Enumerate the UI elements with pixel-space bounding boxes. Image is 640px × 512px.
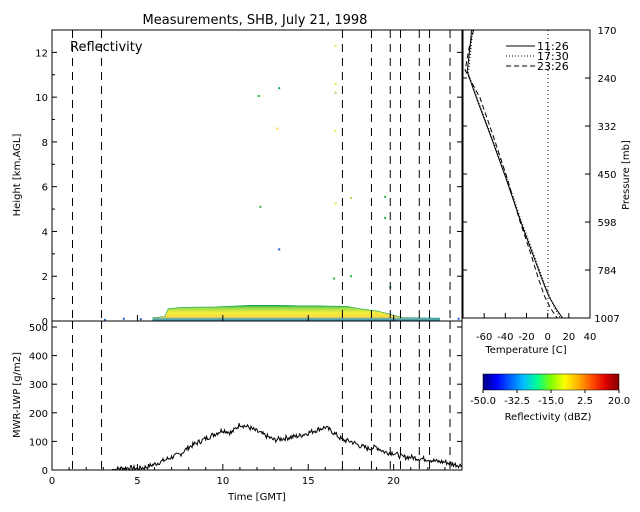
lwp-y-tick-label: 100: [29, 437, 48, 448]
pressure-tick-label: 240: [597, 74, 616, 85]
colorbar-tick-label: -50.0: [470, 396, 496, 407]
reflectivity-speckle: [350, 196, 352, 199]
reflectivity-y-tick-label: 2: [42, 272, 48, 283]
reflectivity-speckle: [332, 277, 335, 280]
reflectivity-y-tick-label: 8: [42, 138, 48, 149]
lwp-panel: 0 100 200 300 400 500 0 5 10 15 20 MWR-LWP [g/m2]…: [12, 315, 463, 503]
reflectivity-speckle: [259, 205, 262, 208]
reflectivity-y-axis-label: Height [km,AGL]: [12, 134, 23, 217]
reflectivity-speckle: [276, 127, 279, 130]
time-x-tick-label: 15: [302, 476, 315, 487]
temperature-axis-label: Temperature [C]: [484, 345, 566, 356]
lwp-y-ticks: 0 100 200 300 400 500: [29, 323, 462, 477]
lwp-y-tick-label: 300: [29, 380, 48, 391]
reflectivity-dashed-lines: [72, 30, 451, 321]
boundary-layer-base: [152, 317, 440, 321]
reflectivity-panel: 0 2 4 6 8 10 12 Reflectivity Height [km,AGL]: [12, 29, 463, 328]
temperature-profile-line: [464, 29, 558, 319]
time-x-tick-label: 0: [49, 476, 55, 487]
reflectivity-speckle: [350, 275, 352, 278]
temperature-x-ticks: -60 -40 -20 0 20 40: [476, 313, 596, 343]
reflectivity-speckle: [104, 318, 106, 321]
pressure-tick-label: 784: [597, 266, 616, 277]
temperature-lines: [464, 29, 563, 319]
page-title: Measurements, SHB, July 21, 1998: [143, 13, 368, 28]
colorbar: -50.0 -32.5 -15.0 2.5 20.0 Reflectivity (dBZ…: [470, 373, 630, 423]
colorbar-bar: [482, 373, 620, 391]
boundary-layer-echo: [152, 305, 441, 322]
pressure-tick-label: 1007: [594, 314, 619, 325]
reflectivity-speckle: [139, 318, 142, 321]
reflectivity-speckle: [457, 317, 460, 320]
lwp-x-ticks: 0 5 10 15 20: [49, 315, 446, 487]
reflectivity-y-tick-label: 12: [35, 48, 48, 59]
colorbar-tick-label: -32.5: [504, 396, 530, 407]
time-x-tick-label: 20: [387, 476, 400, 487]
lwp-y-axis-label: MWR-LWP [g/m2]: [12, 352, 23, 438]
reflectivity-y-tick-label: 6: [42, 183, 48, 194]
reflectivity-y-tick-label: 4: [42, 227, 48, 238]
reflectivity-speckle: [257, 95, 260, 97]
temperature-x-tick-label: 20: [562, 332, 575, 343]
time-axis-label: Time [GMT]: [227, 492, 286, 503]
reflectivity-content: [104, 44, 460, 322]
lwp-y-tick-label: 500: [29, 323, 48, 334]
pressure-tick-label: 450: [597, 170, 616, 181]
reflectivity-speckle: [334, 82, 337, 85]
pressure-tick-label: 598: [597, 218, 616, 229]
reflectivity-y-ticks: 0 2 4 6 8 10 12: [35, 48, 462, 328]
reflectivity-speckle: [334, 202, 337, 205]
lwp-dashed-lines: [72, 321, 451, 470]
reflectivity-speckle: [334, 44, 337, 47]
lwp-y-tick-label: 200: [29, 409, 48, 420]
reflectivity-y-tick-label: 0: [42, 317, 48, 328]
colorbar-ticks: -50.0 -32.5 -15.0 2.5 20.0: [470, 390, 630, 407]
temperature-x-tick-label: -40: [497, 332, 513, 343]
temperature-frame: [462, 29, 591, 319]
reflectivity-speckle: [384, 217, 387, 219]
pressure-axis-label: Pressure [mb]: [621, 140, 632, 210]
legend-label: 23:26: [537, 60, 569, 73]
pressure-ticks: 170 240 332 450 598 784 1007: [463, 26, 620, 325]
colorbar-tick-label: -15.0: [538, 396, 564, 407]
legend-label: 17:30: [537, 50, 569, 63]
temperature-profile-line: [467, 29, 561, 319]
lwp-y-tick-label: 400: [29, 352, 48, 363]
reflectivity-panel-label: Reflectivity: [70, 40, 143, 55]
reflectivity-y-tick-label: 10: [35, 93, 48, 104]
reflectivity-speckle: [334, 129, 337, 132]
colorbar-title: Reflectivity (dBZ): [505, 412, 592, 423]
reflectivity-speckle: [334, 91, 337, 94]
colorbar-tick-label: 2.5: [577, 396, 593, 407]
reflectivity-speckle: [384, 195, 387, 198]
lwp-series-line: [111, 422, 463, 472]
reflectivity-speckle: [278, 248, 281, 251]
temperature-x-tick-label: -60: [476, 332, 492, 343]
temperature-x-tick-label: 0: [544, 332, 550, 343]
reflectivity-speckle: [278, 87, 281, 90]
colorbar-tick-label: 20.0: [608, 396, 630, 407]
time-x-tick-label: 5: [134, 476, 140, 487]
time-x-tick-label: 10: [216, 476, 229, 487]
pressure-tick-label: 332: [597, 122, 616, 133]
temperature-x-tick-label: -20: [518, 332, 534, 343]
legend-label: 11:26: [537, 40, 569, 53]
pressure-tick-label: 170: [597, 26, 616, 37]
temperature-x-tick-label: 40: [584, 332, 597, 343]
reflectivity-speckle: [122, 317, 125, 320]
lwp-y-tick-label: 0: [42, 466, 48, 477]
